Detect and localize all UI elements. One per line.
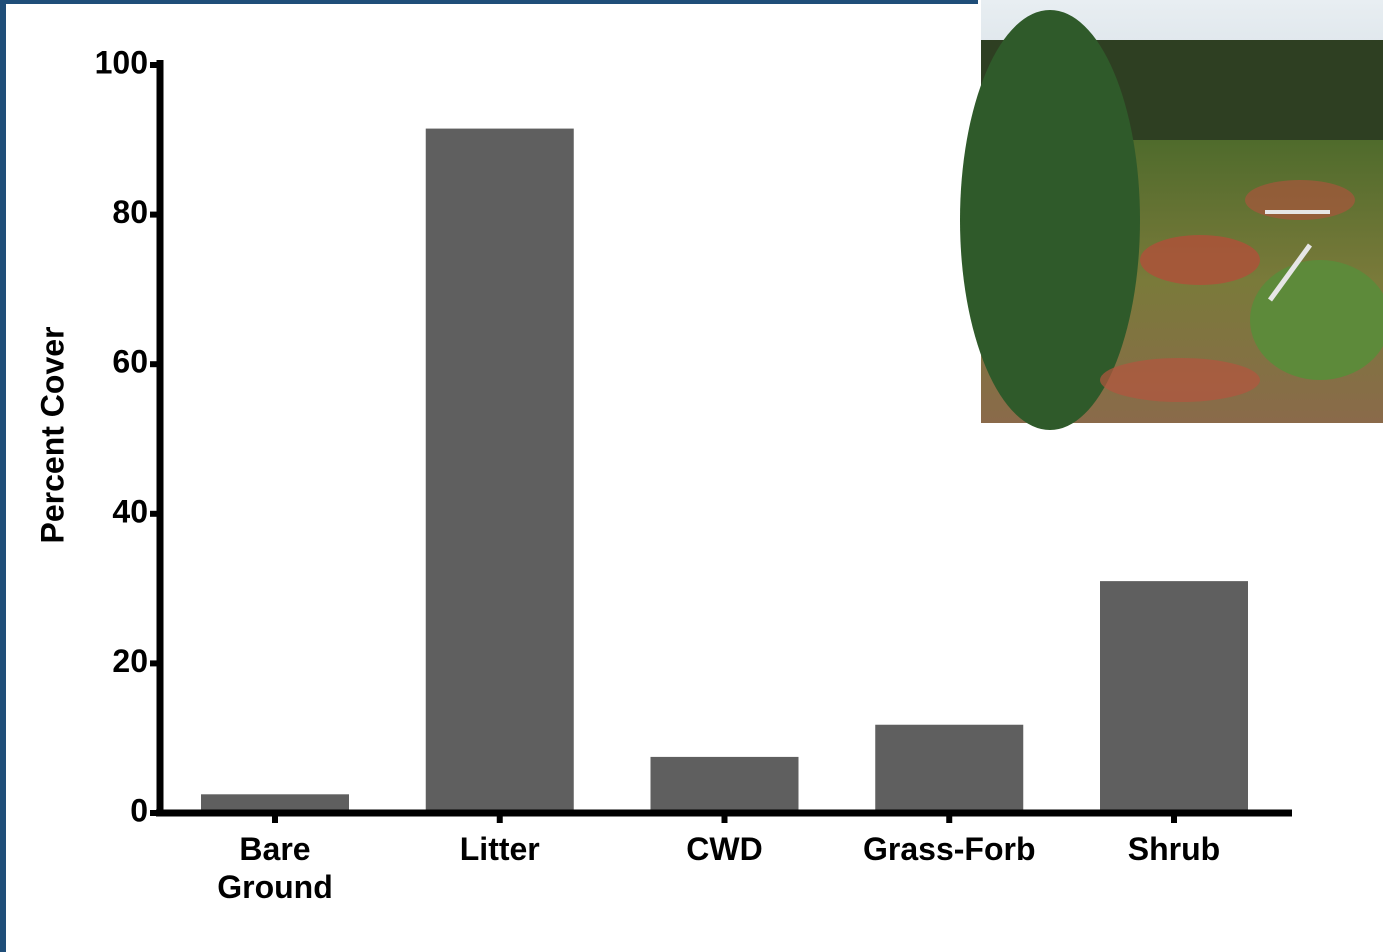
photo	[960, 0, 1383, 430]
x-tick-label: Bare Ground	[217, 831, 333, 905]
bar	[425, 128, 574, 813]
x-tick-label: Shrub	[1127, 831, 1221, 867]
y-axis-label: Percent Cover	[34, 327, 70, 544]
frame-left	[0, 0, 6, 952]
y-tick-label: 0	[130, 792, 148, 828]
bar	[875, 724, 1024, 813]
x-tick-label: Grass-Forb	[863, 831, 1036, 867]
y-tick-label: 60	[112, 344, 148, 380]
y-tick-label: 80	[112, 194, 148, 230]
x-tick-label: CWD	[686, 831, 763, 867]
bar	[1100, 581, 1248, 813]
bar	[201, 794, 349, 813]
frame-top	[0, 0, 978, 4]
x-tick-label: Litter	[459, 831, 540, 867]
bar	[650, 756, 799, 813]
y-tick-label: 20	[112, 643, 148, 679]
y-tick-label: 100	[95, 44, 148, 80]
y-tick-label: 40	[112, 493, 148, 529]
